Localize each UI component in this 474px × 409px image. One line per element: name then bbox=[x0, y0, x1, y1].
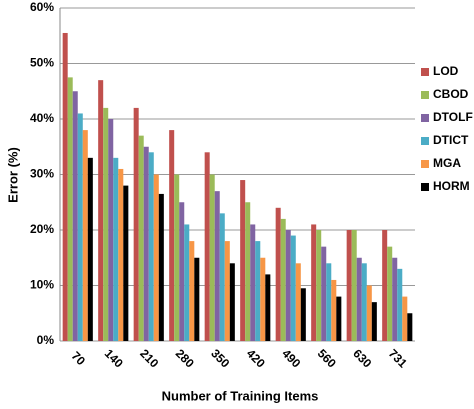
bar bbox=[219, 213, 225, 341]
bar bbox=[397, 268, 403, 341]
y-tick-label: 60% bbox=[30, 0, 54, 14]
legend-swatch bbox=[421, 114, 429, 122]
bar bbox=[387, 246, 393, 341]
bar bbox=[346, 230, 352, 341]
x-tick-label: 210 bbox=[137, 346, 161, 370]
bar bbox=[108, 119, 114, 341]
bar bbox=[169, 130, 175, 341]
bar bbox=[250, 224, 256, 341]
legend-swatch bbox=[421, 91, 429, 99]
bar bbox=[361, 263, 367, 341]
legend-swatch bbox=[421, 137, 429, 145]
x-tick-label: 140 bbox=[102, 346, 126, 370]
x-tick-label: 490 bbox=[279, 346, 303, 370]
bar bbox=[67, 77, 73, 341]
bar bbox=[123, 185, 129, 341]
bar bbox=[311, 224, 317, 341]
x-tick-label: 630 bbox=[350, 346, 374, 370]
legend-label: MGA bbox=[433, 156, 461, 170]
bar bbox=[138, 135, 144, 341]
bar bbox=[118, 168, 124, 341]
y-tick-label: 0% bbox=[37, 333, 55, 347]
bar bbox=[77, 113, 83, 341]
bar bbox=[189, 241, 195, 341]
bar bbox=[98, 80, 104, 342]
legend-label: LOD bbox=[433, 64, 459, 78]
legend-swatch bbox=[421, 160, 429, 168]
bar bbox=[356, 257, 362, 341]
bar bbox=[407, 313, 413, 341]
bar bbox=[280, 218, 286, 341]
bar bbox=[402, 296, 408, 341]
x-tick-label: 560 bbox=[315, 346, 339, 370]
bar bbox=[229, 263, 235, 341]
x-tick-label: 70 bbox=[69, 349, 89, 369]
x-tick-label: 280 bbox=[173, 346, 197, 370]
legend-label: DTOLF bbox=[433, 110, 473, 124]
bar bbox=[158, 193, 164, 341]
x-tick-label: 420 bbox=[244, 346, 268, 370]
bar bbox=[133, 107, 139, 342]
bar bbox=[265, 274, 271, 341]
legend-swatch bbox=[421, 68, 429, 76]
bar bbox=[179, 202, 185, 341]
bar bbox=[321, 246, 327, 341]
bar bbox=[260, 257, 266, 341]
bar bbox=[326, 263, 332, 341]
bar bbox=[331, 279, 337, 341]
y-axis-title: Error (%) bbox=[5, 147, 20, 203]
bar bbox=[336, 296, 342, 341]
bar bbox=[351, 230, 357, 341]
bar bbox=[153, 174, 159, 341]
bar bbox=[194, 257, 200, 341]
bar bbox=[148, 152, 154, 341]
bar bbox=[62, 32, 68, 341]
legend-label: CBOD bbox=[433, 87, 469, 101]
bar bbox=[113, 157, 119, 341]
bar bbox=[290, 235, 296, 341]
x-tick-label: 731 bbox=[386, 346, 410, 370]
y-tick-label: 20% bbox=[30, 222, 54, 236]
y-tick-label: 50% bbox=[30, 56, 54, 70]
bar bbox=[255, 241, 261, 341]
bar bbox=[224, 241, 230, 341]
bar bbox=[245, 202, 251, 341]
bar bbox=[82, 130, 88, 341]
bar bbox=[174, 174, 180, 341]
bar bbox=[382, 230, 388, 341]
bar bbox=[184, 224, 190, 341]
bar bbox=[392, 257, 398, 341]
bar bbox=[316, 230, 322, 341]
bar bbox=[366, 285, 372, 341]
bar bbox=[72, 91, 78, 341]
y-tick-label: 30% bbox=[30, 167, 54, 181]
y-tick-label: 40% bbox=[30, 111, 54, 125]
x-tick-label: 350 bbox=[208, 346, 232, 370]
legend-label: HORM bbox=[433, 179, 470, 193]
legend-swatch bbox=[421, 183, 429, 191]
bar bbox=[209, 174, 215, 341]
bar bbox=[87, 157, 93, 341]
legend-label: DTICT bbox=[433, 133, 469, 147]
x-axis-title: Number of Training Items bbox=[162, 388, 319, 403]
bar bbox=[214, 191, 220, 341]
bar bbox=[300, 288, 306, 341]
y-tick-label: 10% bbox=[30, 278, 54, 292]
bar bbox=[143, 146, 149, 341]
bar bbox=[285, 230, 291, 341]
bar bbox=[275, 207, 281, 341]
bar bbox=[103, 107, 109, 342]
bar bbox=[371, 302, 377, 341]
bar bbox=[204, 152, 210, 341]
bar bbox=[240, 180, 246, 341]
bar bbox=[295, 263, 301, 341]
